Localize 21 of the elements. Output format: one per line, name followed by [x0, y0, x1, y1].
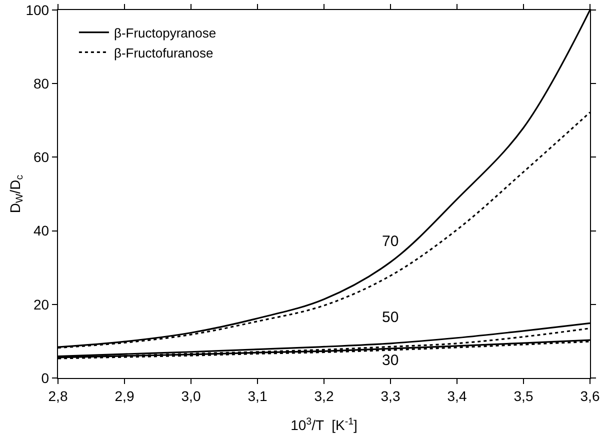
y-tick-label: 100	[26, 2, 50, 18]
legend-label: β-Fructopyranose	[114, 25, 216, 40]
legend-label: β-Fructofuranose	[114, 45, 214, 60]
x-tick-label: 3,1	[248, 388, 268, 404]
y-tick-label: 80	[34, 76, 50, 92]
annotation: 70	[382, 233, 399, 250]
y-tick-label: 60	[34, 149, 50, 166]
x-axis-title: 10$^{3}$/T [K$^{-1}$]	[290, 416, 358, 434]
x-tick-label: 2,8	[48, 388, 68, 404]
y-tick-label: 20	[34, 296, 50, 312]
annotation: 50	[382, 309, 399, 326]
y-tick-label: 40	[34, 222, 50, 239]
x-tick-label: 3,0	[181, 388, 201, 404]
x-tick-label: 3,6	[580, 388, 600, 404]
x-tick-label: 3,5	[514, 388, 534, 404]
x-tick-label: 3,3	[380, 388, 400, 404]
x-tick-label: 3,4	[447, 388, 467, 404]
y-tick-label: 0	[41, 370, 50, 386]
annotation: 30	[382, 352, 399, 369]
x-tick-label: 2,9	[114, 388, 134, 404]
x-tick-label: 3,2	[314, 388, 334, 404]
